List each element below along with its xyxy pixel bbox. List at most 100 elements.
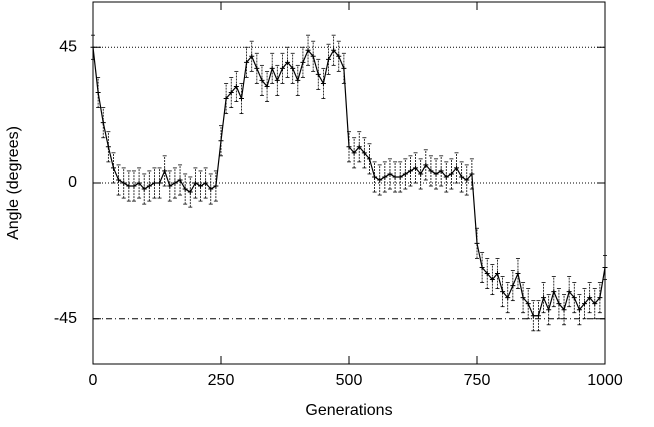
data-point <box>556 301 562 307</box>
data-point <box>459 174 465 180</box>
data-point <box>208 186 214 192</box>
data-point <box>182 186 188 192</box>
data-point <box>418 171 424 177</box>
data-point <box>535 313 541 319</box>
data-point <box>464 177 470 183</box>
data-point <box>315 71 321 77</box>
data-point <box>259 77 265 83</box>
data-point <box>172 180 178 186</box>
data-point <box>597 295 603 301</box>
data-point <box>331 47 337 53</box>
data-point <box>576 307 582 313</box>
data-point <box>530 313 536 319</box>
data-point <box>269 65 275 71</box>
data-point <box>546 307 552 313</box>
data-point <box>510 283 516 289</box>
data-point <box>244 59 250 65</box>
data-point <box>110 165 116 171</box>
y-axis-label: Angle (degrees) <box>5 126 22 240</box>
data-point <box>146 183 152 189</box>
data-point <box>346 144 352 150</box>
data-point <box>571 295 577 301</box>
data-point <box>566 289 572 295</box>
data-point <box>100 120 106 126</box>
data-point <box>443 174 449 180</box>
data-point <box>366 156 372 162</box>
data-point <box>454 165 460 171</box>
data-point <box>95 90 101 95</box>
data-point <box>136 180 142 186</box>
plot-frame <box>92 1 606 365</box>
data-point <box>305 47 311 53</box>
data-point <box>382 174 388 180</box>
data-point <box>377 177 383 183</box>
data-point <box>279 65 285 71</box>
data-point <box>320 80 326 86</box>
data-point <box>121 180 127 186</box>
y-tick-label: -45 <box>54 310 77 327</box>
data-point <box>264 83 270 89</box>
data-point <box>551 289 557 295</box>
data-point <box>167 183 173 189</box>
data-point <box>407 168 413 174</box>
data-point <box>515 271 521 276</box>
data-point <box>310 53 316 59</box>
data-point <box>295 77 301 83</box>
data-point <box>126 183 132 189</box>
data-point <box>474 240 480 246</box>
data-point <box>469 171 475 177</box>
y-tick-label: 0 <box>68 174 77 191</box>
data-point <box>361 150 367 156</box>
data-point <box>494 271 500 276</box>
x-tick-label: 250 <box>208 372 235 389</box>
data-point <box>505 295 511 301</box>
data-point <box>157 180 163 186</box>
data-point <box>213 183 219 189</box>
data-point <box>228 90 234 95</box>
data-point <box>351 150 357 156</box>
data-point <box>423 162 429 168</box>
data-point <box>274 77 280 83</box>
data-point <box>141 186 147 192</box>
y-tick-label: 45 <box>59 38 77 55</box>
data-point <box>433 171 439 177</box>
x-axis-label: Generations <box>305 402 392 419</box>
data-point <box>249 53 255 59</box>
data-point <box>392 174 398 180</box>
data-point <box>500 289 506 295</box>
data-point <box>479 264 485 270</box>
data-point <box>300 59 306 65</box>
x-tick-label: 750 <box>464 372 491 389</box>
data-point <box>203 180 209 186</box>
data-point <box>233 83 239 89</box>
data-point <box>187 189 193 195</box>
data-point <box>397 174 403 180</box>
data-point <box>541 295 547 301</box>
data-point <box>131 183 137 189</box>
data-point <box>592 301 598 307</box>
data-point <box>198 183 204 189</box>
data-point <box>285 59 291 65</box>
data-point <box>413 165 419 171</box>
data-point <box>489 277 495 283</box>
data-point <box>525 301 531 307</box>
data-point <box>223 96 229 102</box>
data-point <box>341 65 347 71</box>
data-point <box>162 168 168 174</box>
data-point <box>438 168 444 174</box>
data-point <box>484 271 490 276</box>
x-tick-label: 1000 <box>587 372 623 389</box>
data-point <box>587 295 593 301</box>
data-point <box>387 171 393 177</box>
data-point <box>448 171 454 177</box>
data-point <box>116 177 122 183</box>
data-point <box>192 180 198 186</box>
data-point <box>290 65 296 71</box>
data-point <box>372 174 378 180</box>
data-point <box>336 53 342 59</box>
data-point <box>105 144 111 150</box>
data-point <box>582 301 588 307</box>
data-point <box>356 144 362 150</box>
